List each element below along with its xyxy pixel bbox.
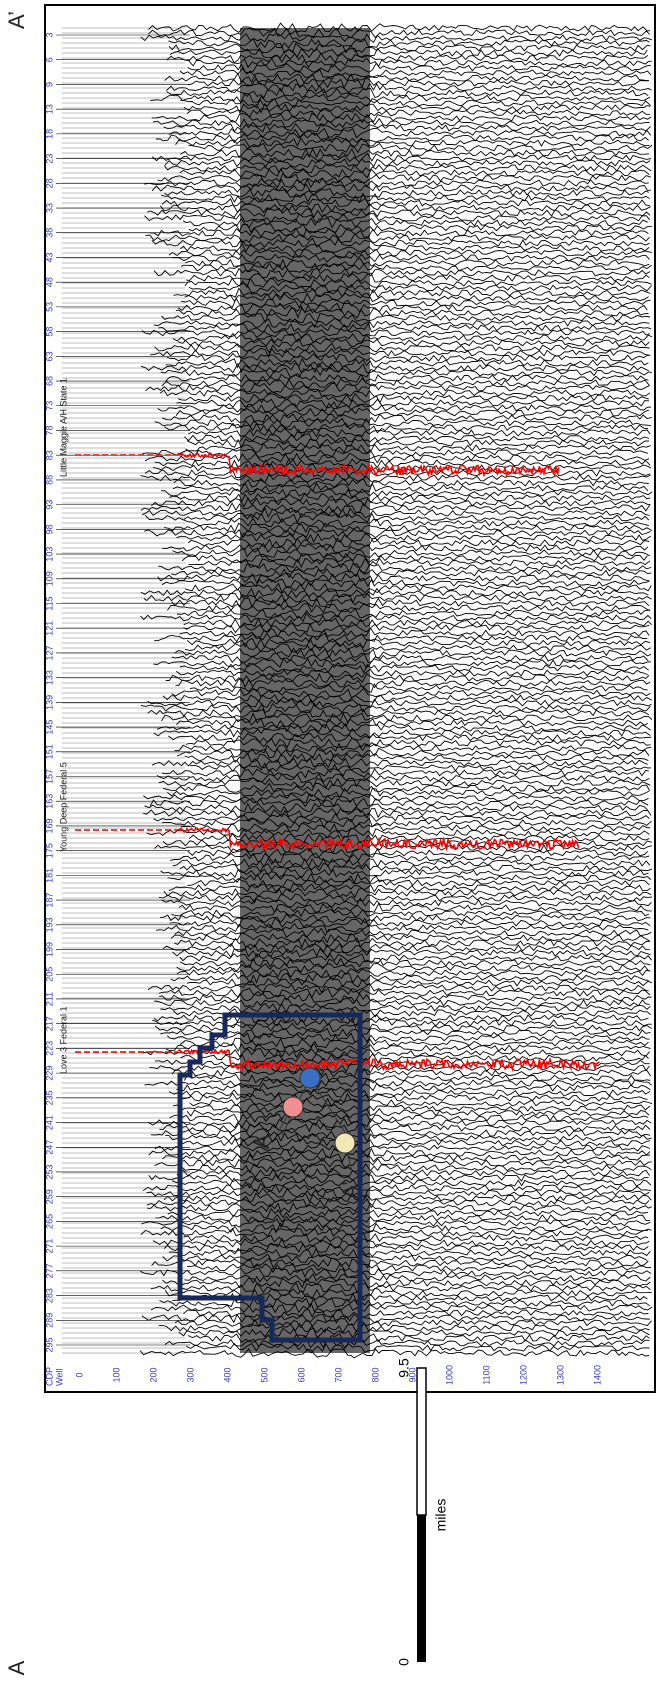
time-label: 0	[74, 1372, 84, 1377]
cdp-label: 98	[44, 524, 54, 534]
cdp-label: 13	[44, 104, 54, 114]
time-label: 600	[296, 1367, 306, 1382]
cdp-label: 259	[44, 1189, 54, 1204]
cdp-label: 53	[44, 302, 54, 312]
scale-unit: miles	[433, 1499, 449, 1532]
cdp-label: 151	[44, 744, 54, 759]
inset-label-a-prime: A’	[338, 1181, 363, 1199]
scale-start: 0	[396, 1658, 412, 1666]
time-label: 300	[185, 1367, 195, 1382]
cdp-label: 163	[44, 794, 54, 809]
cdp-label: 277	[44, 1263, 54, 1278]
cdp-label: 133	[44, 670, 54, 685]
scale-end: 9.5	[396, 1358, 412, 1378]
well-dot	[300, 1068, 320, 1088]
cdp-header: CDP	[44, 1367, 54, 1386]
well-label: Love 3 Federal 1	[58, 1006, 68, 1074]
cdp-label: 73	[44, 401, 54, 411]
end-label-a-prime: A’	[4, 11, 29, 29]
cdp-label: 103	[44, 547, 54, 562]
cdp-label: 93	[44, 500, 54, 510]
inset-label-a: A	[249, 1134, 274, 1149]
cdp-label: 271	[44, 1239, 54, 1254]
cdp-label: 187	[44, 893, 54, 908]
cdp-label: 23	[44, 154, 54, 164]
end-dot-a-prime	[335, 1133, 355, 1153]
time-label: 1300	[555, 1365, 565, 1385]
cdp-label: 9	[44, 82, 54, 87]
cdp-label: 283	[44, 1288, 54, 1303]
time-label: 700	[333, 1367, 343, 1382]
time-label: 400	[222, 1367, 232, 1382]
cdp-label: 33	[44, 203, 54, 213]
cdp-label: 193	[44, 917, 54, 932]
end-label-a: A	[4, 1660, 29, 1675]
cdp-label: 265	[44, 1214, 54, 1229]
cdp-label: 229	[44, 1066, 54, 1081]
cdp-label: 139	[44, 695, 54, 710]
cdp-label: 78	[44, 425, 54, 435]
cdp-label: 295	[44, 1337, 54, 1352]
cdp-label: 235	[44, 1090, 54, 1105]
cdp-label: 217	[44, 1016, 54, 1031]
time-label: 100	[111, 1367, 121, 1382]
cdp-label: 169	[44, 818, 54, 833]
cdp-label: 6	[44, 57, 54, 62]
end-dot-a	[283, 1097, 303, 1117]
cdp-label: 28	[44, 178, 54, 188]
cdp-label: 289	[44, 1313, 54, 1328]
scale-bar-white	[417, 1368, 426, 1515]
cdp-label: 211	[44, 992, 54, 1006]
cdp-label: 43	[44, 252, 54, 262]
cdp-label: 181	[44, 868, 54, 883]
cdp-label: 48	[44, 277, 54, 287]
cdp-label: 38	[44, 228, 54, 238]
time-label: 1400	[592, 1365, 602, 1385]
cdp-label: 88	[44, 475, 54, 485]
cdp-label: 3	[44, 32, 54, 37]
cdp-label: 127	[44, 645, 54, 660]
cdp-label: 83	[44, 450, 54, 460]
cdp-label: 58	[44, 327, 54, 337]
cdp-label: 157	[44, 769, 54, 784]
cdp-label: 199	[44, 942, 54, 957]
well-label: Young Deep Federal 5	[58, 762, 68, 852]
time-label: 1200	[518, 1365, 528, 1385]
time-label: 500	[259, 1367, 269, 1382]
cdp-label: 121	[44, 621, 54, 636]
cdp-label: 247	[44, 1140, 54, 1155]
cdp-label: 223	[44, 1041, 54, 1056]
page: 2952892832772712652592532472412352292232…	[0, 0, 659, 1688]
cdp-label: 18	[44, 129, 54, 139]
cdp-label: 241	[44, 1115, 54, 1130]
time-label: 200	[148, 1367, 158, 1382]
time-label: 1000	[444, 1365, 454, 1385]
cdp-label: 68	[44, 376, 54, 386]
well-label: Little Maggie A/H State 1	[58, 378, 68, 477]
cdp-label: 175	[44, 843, 54, 858]
well-header: Well	[54, 1369, 64, 1386]
cdp-label: 63	[44, 351, 54, 361]
time-label: 800	[370, 1367, 380, 1382]
cdp-label: 145	[44, 720, 54, 735]
cdp-label: 115	[44, 596, 54, 610]
time-label: 1100	[481, 1365, 491, 1384]
cdp-label: 205	[44, 967, 54, 982]
cdp-label: 109	[44, 571, 54, 586]
cdp-label: 253	[44, 1164, 54, 1179]
scale-bar-black	[417, 1515, 426, 1662]
